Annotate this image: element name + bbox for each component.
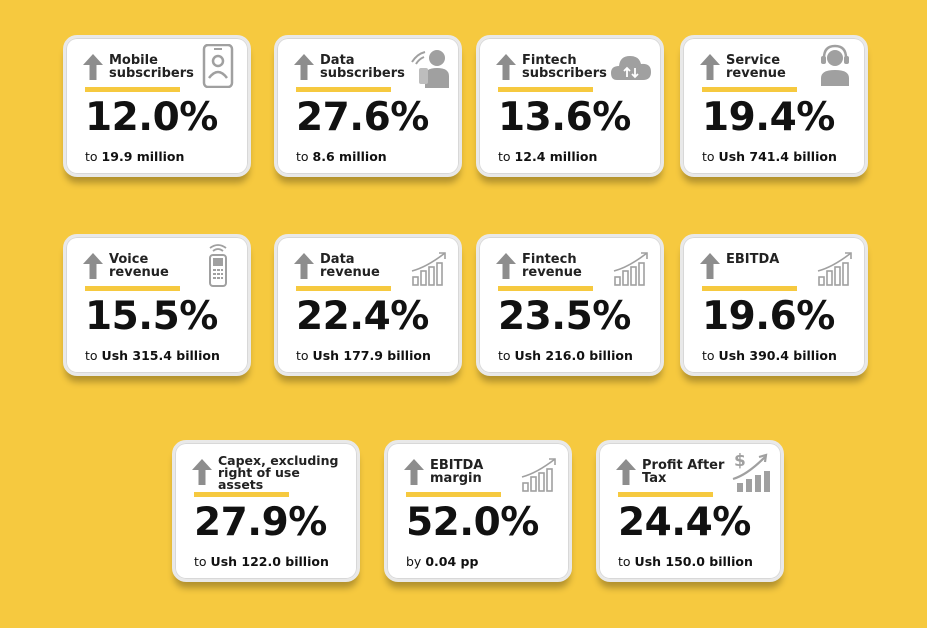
- feature-phone-icon: [209, 244, 227, 287]
- card-title: Mobile subscribers: [109, 53, 194, 81]
- detail-amount: Ush 315.4 billion: [101, 348, 220, 363]
- growth-detail: to 12.4 million: [498, 149, 597, 164]
- growth-detail: to Ush 177.9 billion: [296, 348, 431, 363]
- growth-value: 13.6%: [498, 95, 631, 140]
- arrow-up-icon: [700, 54, 720, 80]
- arrow-up-icon: [294, 253, 314, 279]
- arrow-up-icon: [496, 54, 516, 80]
- growth-chart-icon: [817, 252, 852, 286]
- phone-user-icon: [202, 44, 234, 88]
- card-title: Profit After Tax: [642, 458, 725, 486]
- title-underline: [702, 87, 797, 92]
- growth-value: 27.6%: [296, 95, 429, 140]
- detail-amount: Ush 150.0 billion: [634, 554, 753, 569]
- arrow-up-icon: [700, 253, 720, 279]
- card-profit-after-tax: Profit After Tax $ 24.4% to Ush 150.0 bi…: [596, 440, 784, 582]
- title-underline: [406, 492, 501, 497]
- arrow-up-icon: [294, 54, 314, 80]
- growth-detail: to Ush 315.4 billion: [85, 348, 220, 363]
- title-underline: [296, 286, 391, 291]
- growth-detail: to Ush 390.4 billion: [702, 348, 837, 363]
- detail-amount: Ush 177.9 billion: [312, 348, 431, 363]
- growth-value: 12.0%: [85, 95, 218, 140]
- arrow-up-icon: [83, 54, 103, 80]
- cloud-transfer-icon: [611, 56, 651, 80]
- card-title: Data subscribers: [320, 53, 405, 81]
- arrow-up-icon: [616, 459, 636, 485]
- card-fintech-subscribers: Fintech subscribers 13.6% to 12.4 millio…: [476, 35, 664, 177]
- growth-chart-icon: [613, 252, 648, 286]
- card-title: Fintech revenue: [522, 252, 582, 280]
- growth-value: 19.4%: [702, 95, 835, 140]
- card-title: Service revenue: [726, 53, 786, 81]
- detail-prefix: to: [498, 348, 511, 363]
- detail-prefix: to: [85, 149, 98, 164]
- growth-value: 52.0%: [406, 500, 539, 545]
- growth-detail: to Ush 122.0 billion: [194, 554, 329, 569]
- growth-value: 15.5%: [85, 294, 218, 339]
- card-voice-revenue: Voice revenue 15.5% to Ush 315.4 billion: [63, 234, 251, 376]
- detail-amount: 8.6 million: [312, 149, 387, 164]
- detail-prefix: to: [702, 348, 715, 363]
- detail-prefix: to: [85, 348, 98, 363]
- detail-prefix: to: [296, 348, 309, 363]
- growth-detail: to Ush 741.4 billion: [702, 149, 837, 164]
- title-underline: [498, 286, 593, 291]
- card-title: Voice revenue: [109, 252, 169, 280]
- headset-agent-icon: [821, 44, 849, 86]
- growth-detail: to 19.9 million: [85, 149, 184, 164]
- card-ebitda-margin: EBITDA margin 52.0% by 0.04 pp: [384, 440, 572, 582]
- detail-amount: 0.04 pp: [425, 554, 479, 569]
- card-data-revenue: Data revenue 22.4% to Ush 177.9 billion: [274, 234, 462, 376]
- arrow-up-icon: [404, 459, 424, 485]
- growth-value: 23.5%: [498, 294, 631, 339]
- growth-chart-icon: [411, 252, 446, 286]
- detail-amount: Ush 216.0 billion: [514, 348, 633, 363]
- detail-prefix: to: [498, 149, 511, 164]
- dollar-growth-icon: $: [732, 451, 770, 492]
- title-underline: [618, 492, 713, 497]
- card-title: EBITDA: [726, 252, 780, 267]
- growth-value: 27.9%: [194, 500, 327, 545]
- card-ebitda: EBITDA 19.6% to Ush 390.4 billion: [680, 234, 868, 376]
- detail-amount: 19.9 million: [101, 149, 185, 164]
- card-title: EBITDA margin: [430, 458, 484, 486]
- detail-prefix: to: [618, 554, 631, 569]
- title-underline: [296, 87, 391, 92]
- growth-detail: to Ush 150.0 billion: [618, 554, 753, 569]
- growth-detail: to 8.6 million: [296, 149, 387, 164]
- detail-amount: 12.4 million: [514, 149, 598, 164]
- title-underline: [702, 286, 797, 291]
- detail-prefix: to: [296, 149, 309, 164]
- arrow-up-icon: [83, 253, 103, 279]
- card-title: Capex, excluding right of use assets: [218, 453, 339, 492]
- detail-amount: Ush 741.4 billion: [718, 149, 837, 164]
- growth-value: 24.4%: [618, 500, 751, 545]
- growth-value: 19.6%: [702, 294, 835, 339]
- detail-prefix: by: [406, 554, 422, 569]
- growth-detail: by 0.04 pp: [406, 554, 478, 569]
- card-service-revenue: Service revenue 19.4% to Ush 741.4 billi…: [680, 35, 868, 177]
- growth-value: 22.4%: [296, 294, 429, 339]
- detail-amount: Ush 122.0 billion: [210, 554, 329, 569]
- card-capex: Capex, excluding right of use assets 27.…: [172, 440, 360, 582]
- svg-text:$: $: [734, 451, 746, 471]
- detail-amount: Ush 390.4 billion: [718, 348, 837, 363]
- card-mobile-subscribers: Mobile subscribers 12.0% to 19.9 million: [63, 35, 251, 177]
- detail-prefix: to: [702, 149, 715, 164]
- arrow-up-icon: [192, 459, 212, 485]
- detail-prefix: to: [194, 554, 207, 569]
- title-underline: [194, 492, 289, 497]
- card-title: Data revenue: [320, 252, 380, 280]
- arrow-up-icon: [496, 253, 516, 279]
- card-title: Fintech subscribers: [522, 53, 607, 81]
- card-data-subscribers: Data subscribers 27.6% to 8.6 million: [274, 35, 462, 177]
- title-underline: [498, 87, 593, 92]
- wifi-user-icon: [411, 50, 449, 88]
- growth-detail: to Ush 216.0 billion: [498, 348, 633, 363]
- title-underline: [85, 87, 180, 92]
- title-underline: [85, 286, 180, 291]
- growth-chart-icon: [521, 458, 556, 492]
- card-fintech-revenue: Fintech revenue 23.5% to Ush 216.0 billi…: [476, 234, 664, 376]
